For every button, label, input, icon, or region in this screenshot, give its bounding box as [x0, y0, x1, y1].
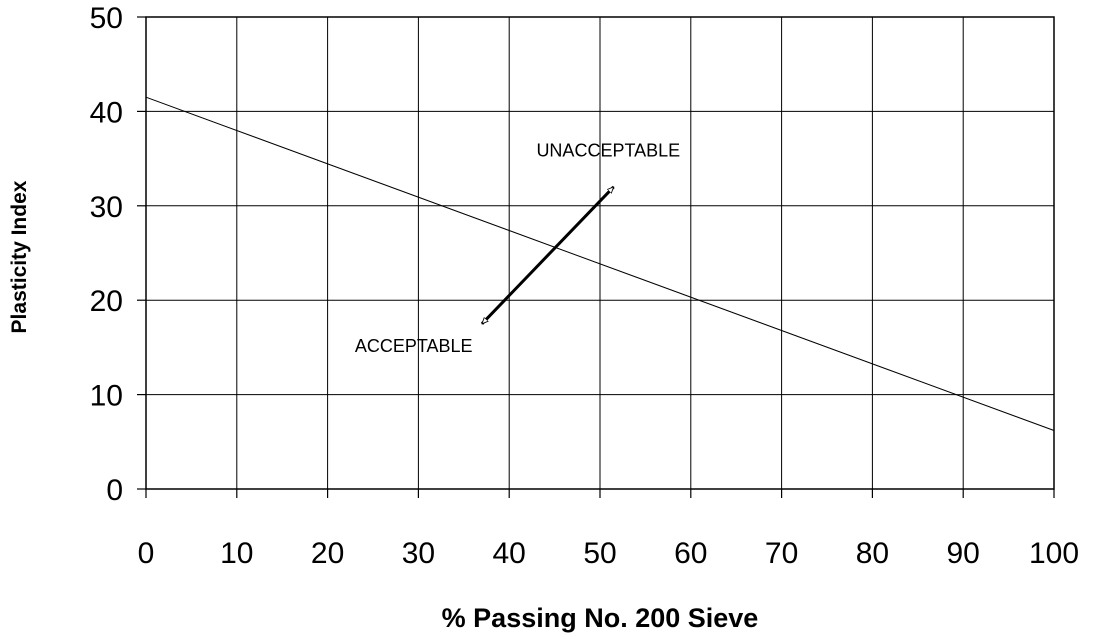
- double-arrow: [480, 185, 615, 325]
- y-tick-label-10: 10: [90, 380, 123, 413]
- x-tick-labels: 0 10 20 30 40 50 60 70 80 90 100: [138, 537, 1079, 570]
- y-axis-title: Plasticity Index: [8, 180, 31, 333]
- x-tick-label-90: 90: [947, 537, 980, 570]
- annotation-layer: UNACCEPTABLE ACCEPTABLE: [355, 141, 680, 356]
- x-tick-label-100: 100: [1029, 537, 1079, 570]
- x-tick-label-10: 10: [220, 537, 253, 570]
- x-tick-label-80: 80: [856, 537, 889, 570]
- y-tick-label-30: 30: [90, 191, 123, 224]
- y-tick-label-50: 50: [90, 2, 123, 35]
- y-tick-label-20: 20: [90, 285, 123, 318]
- axis-ticks: [137, 16, 1055, 498]
- x-tick-label-0: 0: [138, 537, 155, 570]
- annotation-acceptable: ACCEPTABLE: [355, 336, 473, 356]
- x-tick-label-70: 70: [765, 537, 798, 570]
- x-tick-label-50: 50: [583, 537, 616, 570]
- annotation-unacceptable: UNACCEPTABLE: [536, 141, 680, 161]
- x-tick-label-20: 20: [311, 537, 344, 570]
- y-tick-labels: 0 10 20 30 40 50: [90, 2, 123, 507]
- x-tick-label-30: 30: [402, 537, 435, 570]
- gridlines: [145, 16, 1055, 490]
- x-tick-label-60: 60: [674, 537, 707, 570]
- y-tick-label-0: 0: [106, 474, 123, 507]
- x-tick-label-40: 40: [493, 537, 526, 570]
- x-axis-title: % Passing No. 200 Sieve: [442, 603, 759, 633]
- y-tick-label-40: 40: [90, 96, 123, 129]
